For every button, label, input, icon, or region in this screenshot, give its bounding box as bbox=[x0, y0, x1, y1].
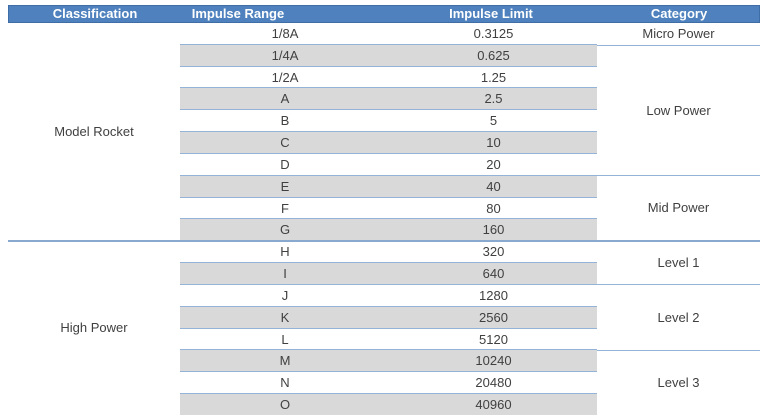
table-row: 1/8A 0.3125 bbox=[180, 23, 597, 44]
impulse-range-cell: 1/8A bbox=[271, 25, 299, 41]
table-row: D 20 bbox=[180, 152, 597, 175]
impulse-range-cell: 1/2A bbox=[271, 69, 299, 85]
table-row: F 80 bbox=[180, 196, 597, 219]
table-row: C 10 bbox=[180, 131, 597, 153]
table-header-row: Classification Impulse Range Impulse Lim… bbox=[8, 5, 760, 23]
impulse-range-cell: B bbox=[280, 113, 290, 129]
table-row: 1/2A 1.25 bbox=[180, 65, 597, 88]
impulse-limit-cell: 0.625 bbox=[477, 47, 510, 63]
table-row: I 640 bbox=[180, 262, 597, 284]
category-column: Micro Power Low Power Mid Power Level 1 Leve… bbox=[597, 23, 760, 415]
impulse-range-cell: E bbox=[280, 178, 290, 194]
section-separator-line bbox=[8, 239, 760, 242]
category-cell: Level 3 bbox=[597, 349, 760, 415]
impulse-limit-cell: 10 bbox=[486, 135, 501, 151]
table-row: H 320 bbox=[180, 240, 597, 263]
impulse-range-cell: O bbox=[279, 396, 291, 412]
classification-column: Model Rocket High Power bbox=[8, 23, 180, 415]
impulse-limit-cell: 1.25 bbox=[480, 69, 507, 85]
impulse-range-cell: C bbox=[280, 135, 290, 151]
classification-cell: High Power bbox=[8, 240, 180, 415]
impulse-range-cell: L bbox=[281, 331, 289, 347]
category-cell: Low Power bbox=[597, 44, 760, 175]
table-row: J 1280 bbox=[180, 283, 597, 306]
impulse-range-cell: D bbox=[280, 156, 290, 172]
impulse-limit-cell: 0.3125 bbox=[473, 25, 514, 41]
impulse-limit-cell: 40 bbox=[486, 178, 501, 194]
impulse-limit-cell: 20480 bbox=[475, 375, 512, 391]
column-header-category: Category bbox=[650, 6, 708, 21]
impulse-range-cell: A bbox=[280, 91, 290, 107]
impulse-range-cell: K bbox=[280, 309, 290, 325]
category-cell: Mid Power bbox=[597, 174, 760, 240]
impulse-range-cell: G bbox=[279, 222, 291, 238]
impulse-columns: 1/8A 0.3125 1/4A 0.625 1/2A 1.25 A 2.5 B 5 C 10 D 20 E… bbox=[180, 23, 597, 415]
table-row: O 40960 bbox=[180, 393, 597, 415]
table-row: K 2560 bbox=[180, 305, 597, 328]
impulse-limit-cell: 640 bbox=[482, 266, 505, 282]
impulse-limit-cell: 20 bbox=[486, 156, 501, 172]
table-row: M 10240 bbox=[180, 349, 597, 372]
table-row: N 20480 bbox=[180, 371, 597, 394]
impulse-classification-table: Classification Impulse Range Impulse Lim… bbox=[8, 5, 760, 415]
table-row: A 2.5 bbox=[180, 87, 597, 110]
impulse-range-cell: F bbox=[281, 200, 289, 216]
impulse-limit-cell: 1280 bbox=[479, 287, 508, 303]
impulse-range-cell: H bbox=[280, 244, 290, 260]
table-row: E 40 bbox=[180, 174, 597, 197]
impulse-range-cell: M bbox=[279, 353, 291, 369]
table-body: Model Rocket High Power 1/8A 0.3125 1/4A 0.6… bbox=[8, 23, 760, 415]
column-header-impulse-range: Impulse Range bbox=[191, 6, 285, 21]
table-row: 1/4A 0.625 bbox=[180, 43, 597, 66]
impulse-range-cell: J bbox=[281, 287, 289, 303]
impulse-limit-cell: 5 bbox=[489, 113, 498, 129]
impulse-limit-cell: 2560 bbox=[479, 309, 508, 325]
impulse-limit-cell: 80 bbox=[486, 200, 501, 216]
column-header-impulse-limit: Impulse Limit bbox=[449, 6, 533, 21]
impulse-range-cell: 1/4A bbox=[271, 47, 299, 63]
table-row: G 160 bbox=[180, 218, 597, 241]
category-cell: Level 2 bbox=[597, 284, 760, 350]
impulse-limit-cell: 160 bbox=[482, 222, 505, 238]
impulse-limit-cell: 5120 bbox=[479, 331, 508, 347]
impulse-limit-cell: 10240 bbox=[475, 353, 512, 369]
category-cell: Level 1 bbox=[597, 240, 760, 284]
impulse-range-cell: I bbox=[283, 266, 287, 282]
table-row: L 5120 bbox=[180, 327, 597, 350]
impulse-limit-cell: 40960 bbox=[475, 396, 512, 412]
column-header-classification: Classification bbox=[52, 6, 138, 21]
impulse-limit-cell: 2.5 bbox=[484, 91, 503, 107]
impulse-limit-cell: 320 bbox=[482, 244, 505, 260]
impulse-range-cell: N bbox=[280, 375, 290, 391]
category-cell: Micro Power bbox=[597, 23, 760, 45]
classification-cell: Model Rocket bbox=[8, 23, 180, 241]
